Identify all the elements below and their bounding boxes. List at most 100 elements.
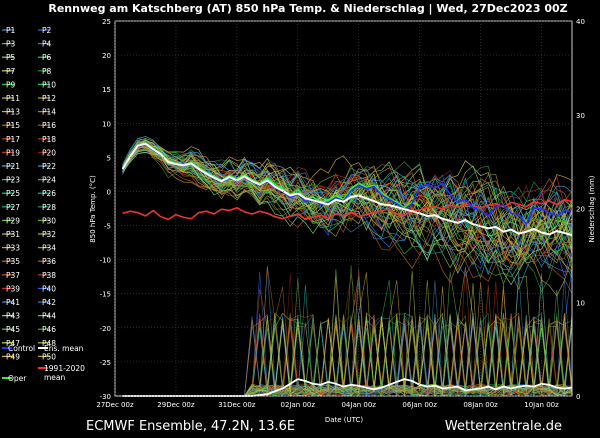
y-tick-label: -20 <box>100 325 111 333</box>
axes: -30 -25 -20 -15 -10 -5 0 5 10 15 20 25 27Dec 00z 29De… <box>96 18 585 409</box>
legend-label-p29: P29 <box>6 216 20 225</box>
legend-label-p28: P28 <box>42 203 56 212</box>
legend-label-p16: P16 <box>42 121 56 130</box>
temp-member-line-p26 <box>122 143 573 262</box>
y-tick-label: -30 <box>100 393 111 401</box>
y-tick-label: -5 <box>104 223 111 231</box>
legend-label-p1: P1 <box>6 26 16 35</box>
legend-label-p26: P26 <box>42 189 56 198</box>
y-tick-label: -10 <box>100 257 111 265</box>
y-right-tick-label: 40 <box>576 18 585 26</box>
y-right-tick-label: 0 <box>576 393 580 401</box>
main-series <box>121 142 573 397</box>
y-tick-label: 10 <box>102 120 111 128</box>
legend-label-p14: P14 <box>42 108 56 117</box>
legend-label-p21: P21 <box>6 162 20 171</box>
series-ens-mean <box>121 142 573 237</box>
temp-member-line-p43 <box>122 152 573 286</box>
x-tick-label: 06Jan 00z <box>402 401 437 409</box>
x-tick-label: 27Dec 00z <box>96 401 134 409</box>
y-axis-label: 850 hPa Temp. (°C) <box>89 175 97 243</box>
temp-member-line-p36 <box>122 147 573 272</box>
legend-label-p43: P43 <box>6 312 20 321</box>
x-tick-label: 04Jan 00z <box>341 401 376 409</box>
legend-label-p34: P34 <box>42 244 56 253</box>
footer-source: ECMWF Ensemble, 47.2N, 13.6E <box>86 419 295 434</box>
y-axis-right-label: Niederschlag (mm) <box>588 175 596 242</box>
legend-label-ens-mean: Ens. mean <box>44 344 84 353</box>
temp-member-line-p35 <box>122 144 573 235</box>
legend-label-p27: P27 <box>6 203 20 212</box>
temp-member-line-p50 <box>122 149 573 297</box>
footer-site: Wetterzentrale.de <box>445 419 562 434</box>
y-right-tick-label: 30 <box>576 112 585 120</box>
y-tick-label: 15 <box>102 86 111 94</box>
legend-label-p30: P30 <box>42 216 56 225</box>
temp-member-line-p29 <box>122 144 573 270</box>
legend-label-p15: P15 <box>6 121 20 130</box>
legend-label-p13: P13 <box>6 108 20 117</box>
legend-label-p42: P42 <box>42 298 56 307</box>
legend-label-p36: P36 <box>42 257 56 266</box>
legend-label-p49: P49 <box>6 352 20 361</box>
legend-label-clim-mean: mean <box>44 373 66 382</box>
y-tick-label: -15 <box>100 291 111 299</box>
legend-label-p4: P4 <box>42 40 52 49</box>
legend-label-p47: P47 <box>6 339 20 348</box>
y-tick-label: 25 <box>102 18 111 26</box>
legend-label-oper: Oper <box>8 374 27 383</box>
y-tick-label: 20 <box>102 52 111 60</box>
legend-label-p12: P12 <box>42 94 56 103</box>
legend-label-p46: P46 <box>42 325 56 334</box>
legend-label-p23: P23 <box>6 176 20 185</box>
legend-label-p40: P40 <box>42 284 56 293</box>
legend-label-p19: P19 <box>6 148 20 157</box>
series-ens-mean-precip <box>122 378 573 397</box>
legend-label-p39: P39 <box>6 284 20 293</box>
y-right-tick-label: 10 <box>576 299 585 307</box>
legend-label-p24: P24 <box>42 176 56 185</box>
legend-label-p41: P41 <box>6 298 20 307</box>
legend-label-p38: P38 <box>42 271 56 280</box>
x-tick-label: 10Jan 00z <box>524 401 559 409</box>
legend-label-p48: P48 <box>42 339 56 348</box>
legend-label-p33: P33 <box>6 244 20 253</box>
legend-label-p20: P20 <box>42 148 56 157</box>
legend-label-p18: P18 <box>42 135 56 144</box>
x-tick-label: 29Dec 00z <box>157 401 195 409</box>
legend-label-p6: P6 <box>42 53 52 62</box>
legend-label-p8: P8 <box>42 67 52 76</box>
legend-label-p17: P17 <box>6 135 20 144</box>
temp-member-line-p14 <box>122 146 573 237</box>
legend-label-p32: P32 <box>42 230 56 239</box>
legend-label-p2: P2 <box>42 26 52 35</box>
legend-label-p50: P50 <box>42 352 56 361</box>
legend-label-control: Control <box>8 344 35 353</box>
legend-label-p3: P3 <box>6 40 16 49</box>
x-axis-label: Date (UTC) <box>325 416 364 424</box>
legend-label-p37: P37 <box>6 271 20 280</box>
y-tick-label: 5 <box>107 154 111 162</box>
y-tick-label: 0 <box>107 188 111 196</box>
legend-label-p44: P44 <box>42 312 56 321</box>
chart-title: Rennweg am Katschberg (AT) 850 hPa Temp.… <box>48 2 567 15</box>
legend-label-p10: P10 <box>42 80 56 89</box>
legend-label-p25: P25 <box>6 189 20 198</box>
legend-label-p11: P11 <box>6 94 20 103</box>
legend-label-p7: P7 <box>6 67 16 76</box>
x-tick-label: 08Jan 00z <box>463 401 498 409</box>
legend-label-p22: P22 <box>42 162 56 171</box>
legend-label-p31: P31 <box>6 230 20 239</box>
legend-label-p45: P45 <box>6 325 20 334</box>
temp-member-line-p7 <box>122 138 573 262</box>
legend-label-p9: P9 <box>6 80 16 89</box>
legend-label-p5: P5 <box>6 53 16 62</box>
legend-label-p35: P35 <box>6 257 20 266</box>
y-tick-label: -25 <box>100 359 111 367</box>
legend: P1 P2 P3 P4 P5 P6 P7 P8 P9 P10 P11 P12 P13 P14 P15 P16 P… <box>2 26 85 383</box>
series-1991-2020-mean <box>122 198 573 221</box>
legend-label-clim-mean: 1991-2020 <box>44 364 85 373</box>
y-right-tick-label: 20 <box>576 206 585 214</box>
